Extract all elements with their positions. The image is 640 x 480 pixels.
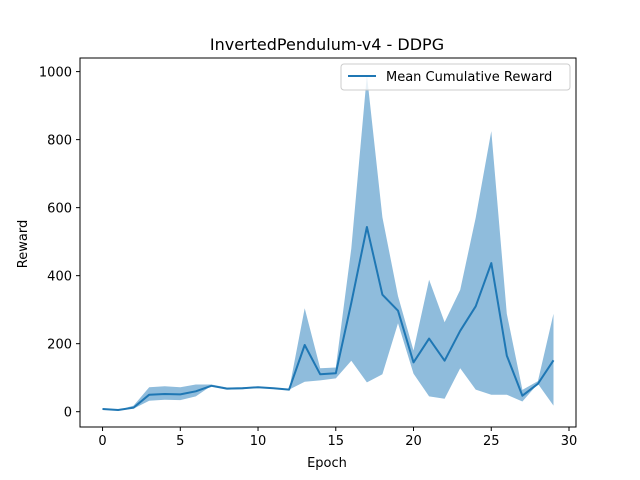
series-line — [102, 226, 555, 411]
x-tick-label: 20 — [405, 434, 422, 449]
legend: Mean Cumulative Reward — [340, 63, 571, 91]
y-tick-label: 800 — [47, 134, 72, 149]
x-tick-label: 10 — [250, 434, 267, 449]
chart-title: InvertedPendulum-v4 - DDPG — [210, 35, 444, 54]
y-tick-label: 0 — [64, 406, 72, 421]
y-tick-label: 400 — [47, 270, 72, 285]
x-tick-label: 30 — [561, 434, 578, 449]
x-axis-label: Epoch — [307, 456, 347, 471]
x-axis-ticks: 0 5 10 15 20 25 30 — [98, 427, 577, 449]
y-tick-label: 200 — [47, 338, 72, 353]
series-line-layer — [102, 226, 555, 411]
y-axis-ticks: 0 200 400 600 800 1000 — [39, 66, 80, 421]
x-tick-label: 15 — [328, 434, 345, 449]
x-tick-label: 0 — [98, 434, 106, 449]
confidence-band-layer — [102, 75, 554, 410]
x-tick-label: 25 — [483, 434, 500, 449]
plot-frame — [79, 57, 577, 428]
confidence-band — [102, 75, 554, 410]
y-tick-label: 1000 — [39, 66, 72, 81]
legend-label: Mean Cumulative Reward — [386, 70, 552, 85]
y-axis-label: Reward — [16, 220, 31, 268]
legend-box — [340, 63, 571, 91]
y-tick-label: 600 — [47, 202, 72, 217]
x-tick-label: 5 — [176, 434, 184, 449]
